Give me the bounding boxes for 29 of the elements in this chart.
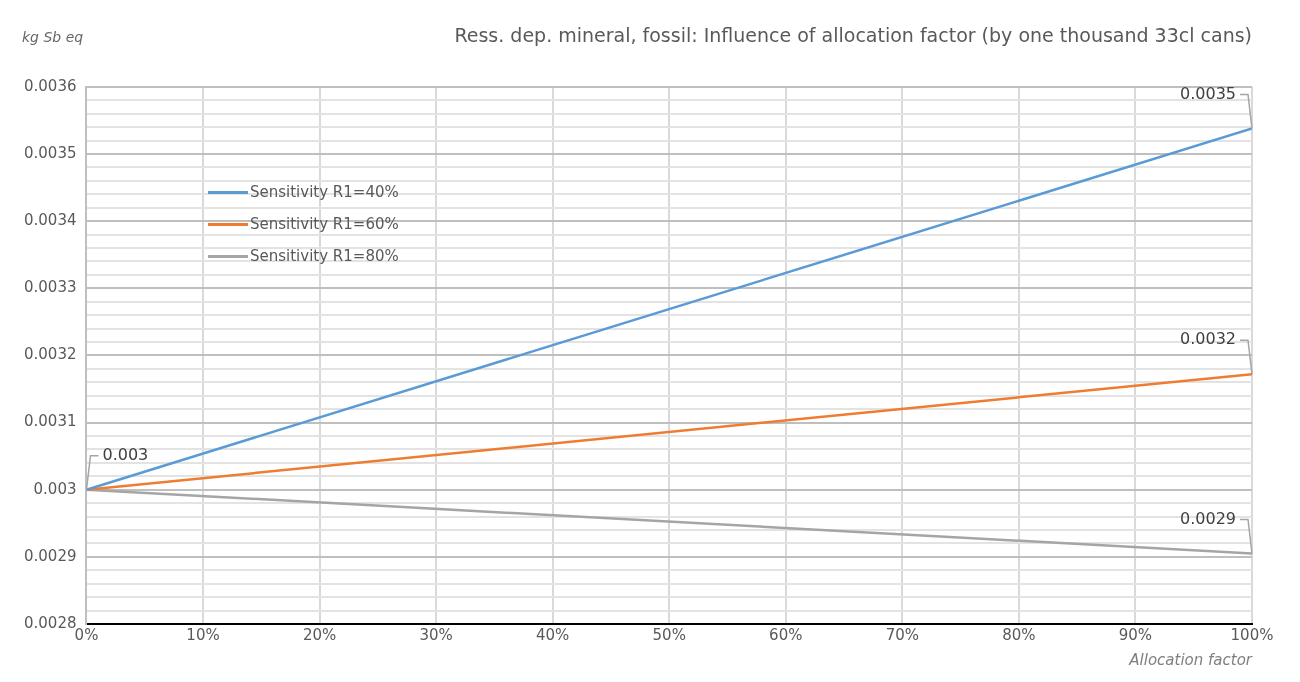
x-tick-label: 10% (186, 625, 220, 644)
y-tick-label: 0.0033 (23, 278, 77, 297)
data-label: 0.0032 (1180, 329, 1236, 349)
legend-label: Sensitivity R1=80% (250, 247, 399, 265)
x-tick-label: 30% (419, 625, 453, 644)
y-tick-label: 0.0028 (23, 613, 77, 632)
y-axis-title: kg Sb eq (22, 28, 84, 45)
y-tick-label: 0.0031 (23, 412, 77, 431)
x-tick-label: 80% (1002, 625, 1036, 644)
data-label: 0.0035 (1180, 83, 1236, 103)
x-tick-label: 90% (1118, 625, 1153, 644)
x-tick-label: 50% (652, 625, 686, 644)
x-tick-label: 20% (302, 625, 337, 644)
legend-label: Sensitivity R1=60% (250, 215, 399, 233)
x-tick-label: 100% (1230, 625, 1274, 644)
data-label: 0.0029 (1180, 508, 1236, 528)
chart-title: Ress. dep. mineral, fossil: Influence of allocation factor (by one thousand 33cl cans) (454, 24, 1252, 47)
legend-label: Sensitivity R1=40% (250, 183, 399, 201)
y-tick-label: 0.003 (33, 479, 77, 498)
y-tick-label: 0.0032 (23, 345, 77, 364)
y-tick-label: 0.0036 (23, 76, 77, 95)
x-axis-title: Allocation factor (1128, 650, 1253, 669)
x-tick-label: 40% (536, 625, 570, 644)
x-tick-label: 60% (769, 625, 803, 644)
x-tick-label: 70% (885, 625, 920, 644)
y-tick-label: 0.0034 (23, 210, 77, 229)
y-tick-label: 0.0029 (23, 546, 77, 565)
data-label: 0.003 (102, 444, 149, 464)
y-tick-label: 0.0035 (23, 143, 77, 162)
